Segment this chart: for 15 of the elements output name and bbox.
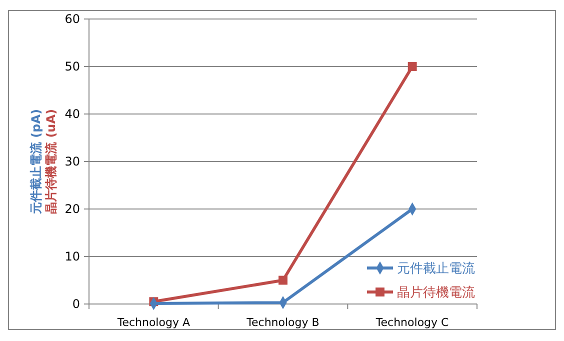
x-tick-label: Technology A	[116, 316, 190, 329]
y-tick-label: 10	[64, 250, 80, 264]
y-tick-label: 60	[64, 12, 80, 26]
legend-label: 元件截止電流	[397, 260, 475, 277]
legend-label: 晶片待機電流	[397, 284, 475, 301]
point	[278, 276, 288, 285]
y-axis-title: 元件截止電流 (pA) 晶片待機電流 (uA)	[29, 108, 58, 216]
x-tick-label: Technology B	[246, 316, 320, 329]
y-tick-label: 30	[64, 154, 80, 169]
y-tick-label: 20	[64, 202, 80, 216]
x-tick-label: Technology C	[374, 316, 450, 329]
y-tick-label: 0	[72, 297, 80, 312]
y-tick-label: 40	[64, 107, 80, 122]
y-tick-label: 50	[64, 60, 80, 74]
point	[408, 62, 417, 71]
